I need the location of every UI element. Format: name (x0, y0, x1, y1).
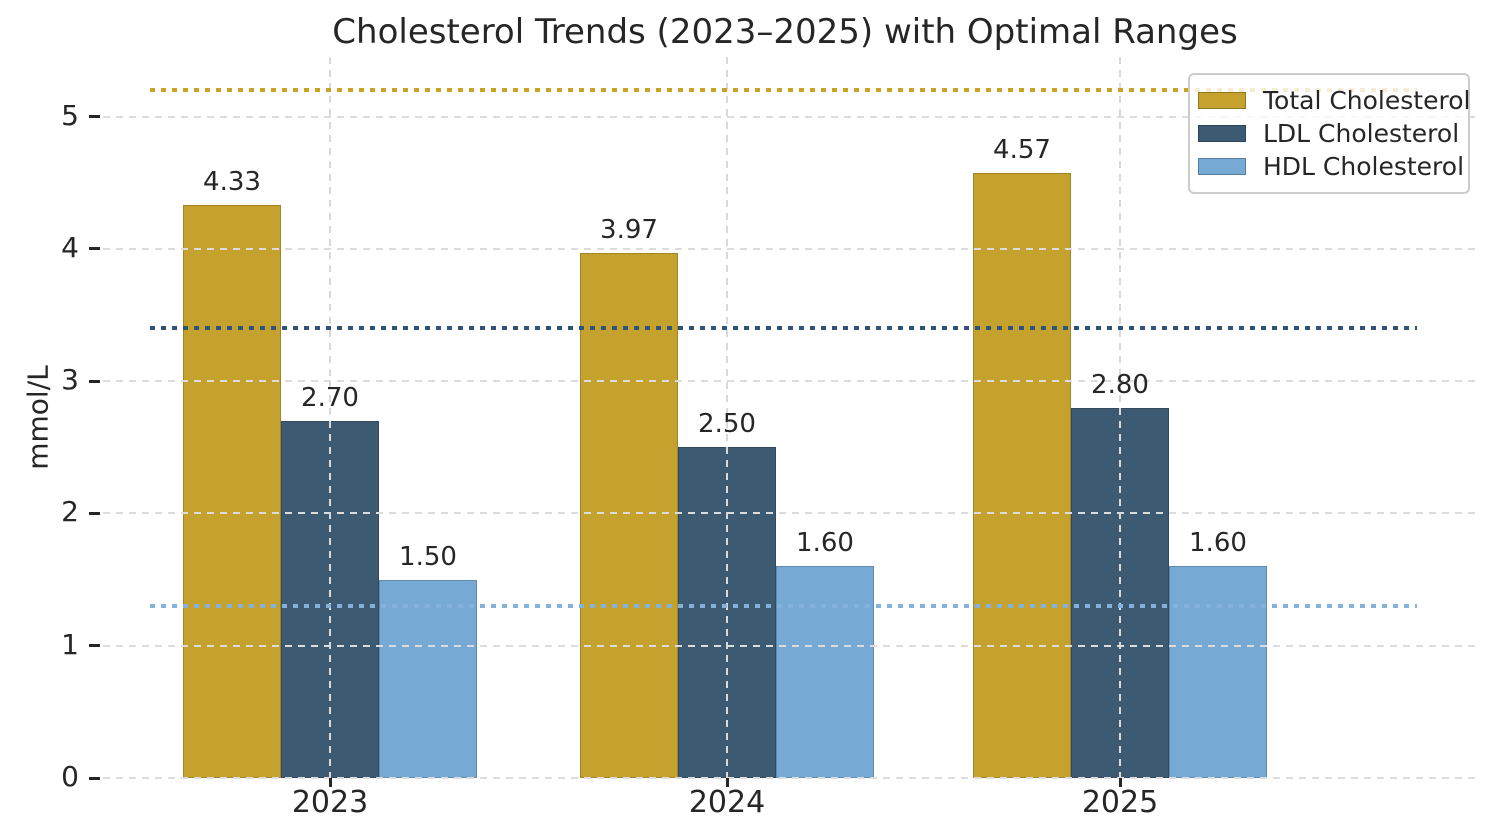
legend-item-hdl: HDL Cholesterol (1198, 150, 1464, 183)
legend: Total Cholesterol LDL Cholesterol HDL Chol… (1188, 73, 1470, 194)
y-gridline-0 (103, 777, 1478, 779)
y-tick-label-0: 0 (61, 760, 79, 793)
bar-2025-hdl (1169, 566, 1267, 778)
bar-2024-total (580, 252, 678, 778)
y-tick-label-5: 5 (61, 98, 79, 132)
x-gridline-2023 (329, 57, 331, 778)
legend-label: LDL Cholesterol (1263, 119, 1460, 148)
bar-value-label: 1.50 (399, 541, 457, 572)
x-gridline-2025 (1119, 57, 1121, 778)
bar-2023-hdl (379, 579, 477, 778)
y-tick-1 (89, 644, 100, 648)
x-tick-label-2024: 2024 (688, 785, 766, 820)
y-tick-0 (89, 776, 100, 780)
optimal-line-hdl (150, 604, 1417, 609)
bar-value-label: 3.97 (600, 214, 658, 245)
legend-item-ldl: LDL Cholesterol (1198, 117, 1460, 150)
y-tick-label-4: 4 (61, 230, 79, 264)
bar-value-label: 1.60 (1189, 528, 1247, 559)
bar-2025-total (973, 173, 1071, 778)
bar-value-label: 2.50 (698, 409, 756, 440)
legend-swatch (1198, 125, 1246, 142)
x-tick-2024 (725, 778, 729, 787)
x-tick-2025 (1118, 778, 1122, 787)
x-tick-label-2023: 2023 (291, 785, 369, 820)
x-tick-label-2025: 2025 (1081, 785, 1159, 820)
legend-item-total: Total Cholesterol (1198, 84, 1470, 117)
bar-value-label: 4.33 (203, 167, 261, 198)
y-gridline-5 (103, 115, 1478, 118)
y-tick-3 (89, 379, 100, 383)
x-tick-2023 (328, 778, 332, 787)
y-tick-label-1: 1 (61, 627, 79, 661)
y-tick-label-3: 3 (61, 363, 79, 397)
y-gridline-2 (103, 512, 1478, 515)
y-gridline-4 (103, 247, 1478, 250)
optimal-line-ldl (150, 326, 1417, 331)
y-gridline-1 (103, 644, 1478, 647)
chart-title: Cholesterol Trends (2023–2025) with Opti… (332, 12, 1238, 52)
y-tick-4 (89, 247, 100, 251)
legend-swatch (1198, 158, 1246, 175)
y-tick-5 (89, 115, 100, 119)
y-axis-label: mmol/L (21, 365, 55, 470)
y-gridline-3 (103, 380, 1478, 383)
y-tick-2 (89, 511, 100, 515)
bar-value-label: 4.57 (993, 135, 1051, 166)
x-gridline-2024 (726, 57, 728, 778)
legend-swatch (1198, 92, 1246, 109)
legend-label: HDL Cholesterol (1263, 152, 1465, 181)
legend-label: Total Cholesterol (1263, 86, 1471, 115)
bar-value-label: 2.80 (1091, 369, 1149, 400)
bar-value-label: 2.70 (301, 382, 359, 413)
y-tick-label-2: 2 (61, 495, 79, 529)
bar-2024-hdl (776, 566, 874, 778)
bar-value-label: 1.60 (796, 528, 854, 559)
bar-2023-total (183, 205, 281, 778)
optimal-line-total (150, 88, 1417, 93)
